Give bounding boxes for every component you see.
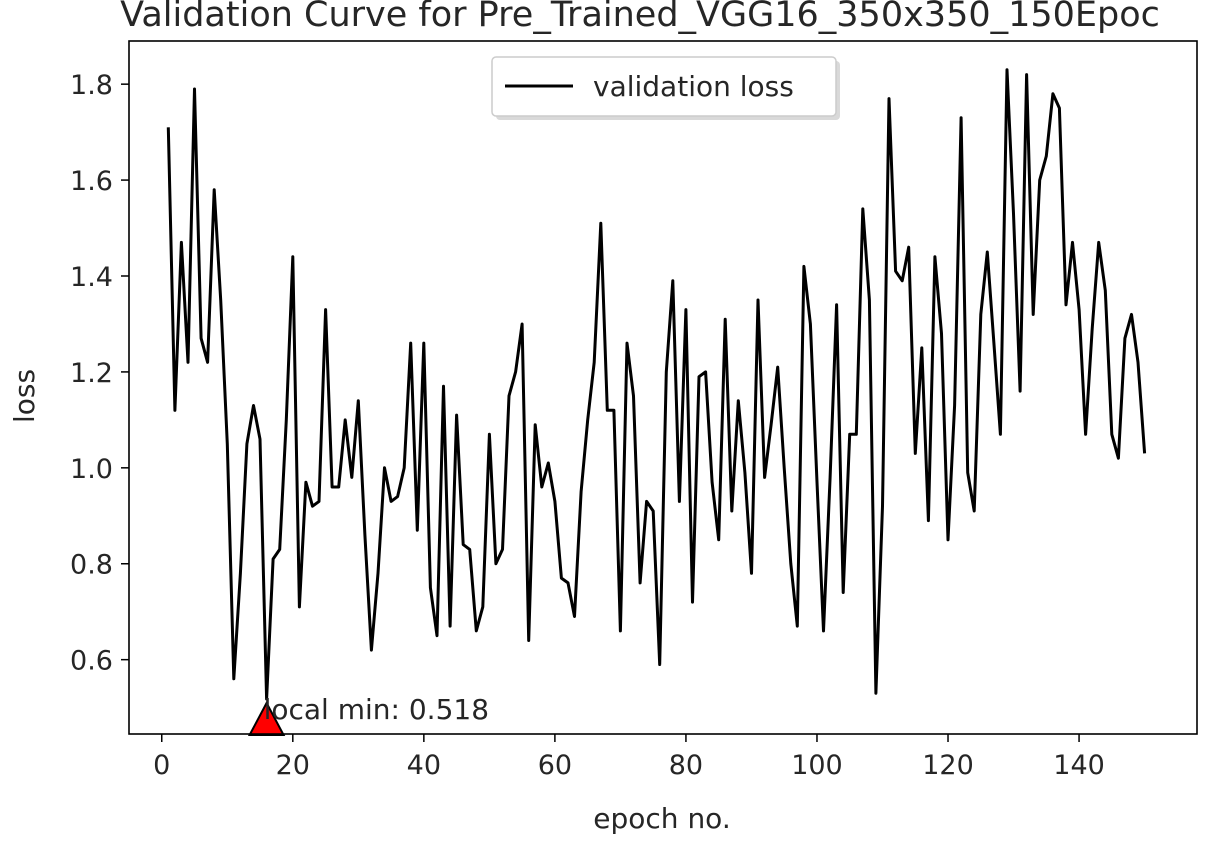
x-tick-label: 40 bbox=[407, 750, 441, 781]
x-tick-label: 120 bbox=[922, 750, 974, 781]
legend-label: validation loss bbox=[593, 70, 794, 103]
legend-box bbox=[491, 56, 837, 117]
axes-layer: 0 20 40 60 80 100 120 140 0.6 0.8 1.0 1.2 1.4 1.6 1.8 bbox=[70, 70, 1105, 781]
legend: validation loss bbox=[491, 56, 840, 120]
data-layer bbox=[166, 68, 1147, 701]
local-min-annotation: local min: 0.518 bbox=[264, 693, 489, 726]
y-tick-label: 0.8 bbox=[70, 550, 113, 581]
series-line-validation-loss bbox=[166, 68, 1147, 701]
plot-frame bbox=[128, 40, 1198, 735]
x-tick-label: 80 bbox=[669, 750, 703, 781]
plot-area bbox=[129, 41, 1197, 734]
y-tick-label: 0.6 bbox=[70, 646, 113, 677]
x-tick-label: 100 bbox=[791, 750, 843, 781]
y-tick-label: 1.8 bbox=[70, 70, 113, 101]
x-tick-label: 0 bbox=[153, 750, 170, 781]
y-tick-label: 1.0 bbox=[70, 454, 113, 485]
y-tick-label: 1.4 bbox=[70, 262, 113, 293]
x-tick-label: 20 bbox=[276, 750, 310, 781]
x-axis-label: epoch no. bbox=[593, 802, 730, 835]
chart-title: Validation Curve for Pre_Trained_VGG16_3… bbox=[120, 0, 1160, 35]
x-tick-label: 60 bbox=[538, 750, 572, 781]
y-tick-label: 1.6 bbox=[70, 166, 113, 197]
y-tick-label: 1.2 bbox=[70, 358, 113, 389]
annotation-layer: local min: 0.518 bbox=[247, 693, 489, 736]
local-min-marker bbox=[247, 700, 286, 736]
y-axis-label: loss bbox=[8, 369, 41, 423]
x-tick-label: 140 bbox=[1053, 750, 1105, 781]
